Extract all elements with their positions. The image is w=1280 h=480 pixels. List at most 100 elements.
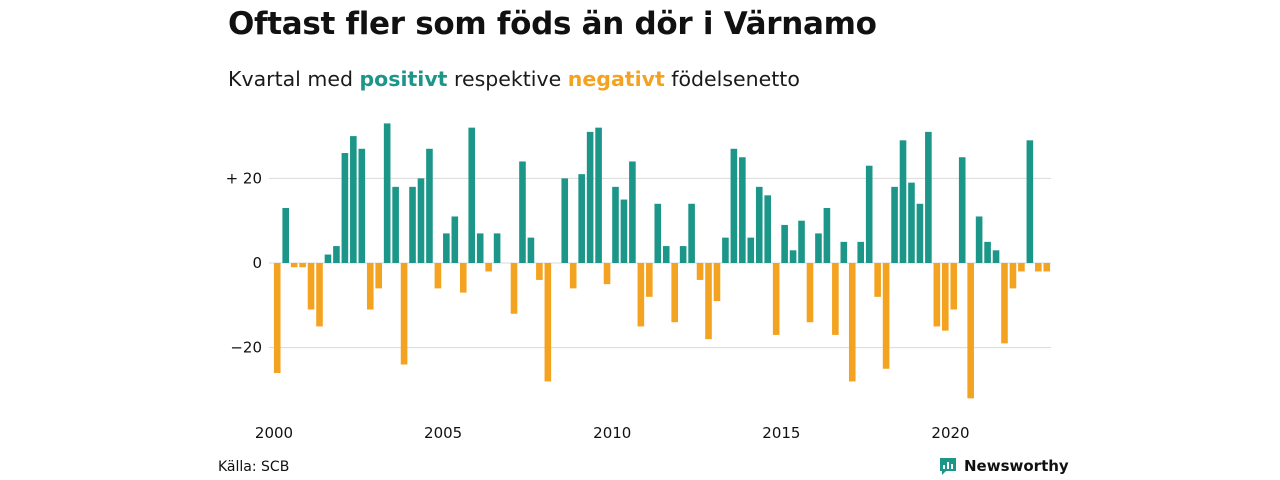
bar-positive [975, 216, 983, 263]
bar-negative [459, 263, 467, 293]
bar-negative [544, 263, 552, 382]
bar-positive [908, 182, 915, 263]
bar-negative [1018, 263, 1025, 272]
bar-positive [519, 161, 526, 263]
bar-positive [789, 250, 797, 263]
bar-negative [510, 263, 518, 314]
x-tick-label: 2015 [762, 424, 800, 442]
bar-positive [925, 131, 932, 263]
x-tick-label: 2005 [424, 424, 462, 442]
bar-negative [273, 263, 281, 373]
bar-positive [865, 165, 873, 263]
bar-positive [891, 186, 898, 263]
y-tick-label: −20 [230, 339, 262, 357]
chart-subtitle: Kvartal med positivt respektive negativt… [228, 67, 800, 91]
bar-positive [282, 208, 289, 263]
bar-positive [324, 254, 332, 263]
bar-positive [984, 241, 991, 263]
bar-negative [874, 263, 881, 297]
labels-layer: + 20 0 −20 2000 2005 2010 2015 2020 [226, 169, 970, 442]
subtitle-prefix: Kvartal med [228, 67, 360, 91]
bar-positive [561, 178, 569, 263]
bar-positive [468, 127, 476, 263]
bar-positive [443, 233, 450, 263]
bar-positive [392, 186, 399, 263]
x-tick-label: 2000 [255, 424, 293, 442]
bar-positive [578, 174, 585, 263]
bar-negative [299, 263, 306, 268]
bar-negative [806, 263, 814, 323]
bar-negative [772, 263, 780, 335]
bar-positive [798, 220, 805, 263]
bar-positive [688, 203, 695, 263]
bar-positive [739, 157, 746, 263]
bar-negative [1009, 263, 1017, 289]
source-note: Källa: SCB [218, 459, 290, 475]
bar-positive [781, 224, 788, 263]
subtitle-suffix: födelsenetto [664, 67, 800, 91]
bar-positive [992, 250, 1000, 263]
bar-negative [882, 263, 890, 369]
bar-positive [527, 237, 535, 263]
bar-positive [476, 233, 484, 263]
bar-positive [333, 246, 340, 263]
bar-negative [671, 263, 678, 323]
bar-negative [832, 263, 839, 335]
x-tick-label: 2010 [593, 424, 631, 442]
bar-positive [823, 208, 831, 263]
bar-negative [967, 263, 974, 399]
bar-positive [595, 127, 602, 263]
bar-negative [569, 263, 577, 289]
bar-positive [840, 241, 848, 263]
bar-negative [942, 263, 949, 331]
bar-negative [290, 263, 298, 268]
bar-positive [612, 186, 619, 263]
bar-positive [722, 237, 729, 263]
bar-negative [705, 263, 712, 340]
bar-positive [764, 195, 772, 263]
bar-negative [696, 263, 704, 280]
bar-positive [358, 148, 366, 263]
bar-positive [1026, 140, 1034, 263]
bar-negative [1001, 263, 1008, 344]
bar-negative [950, 263, 958, 310]
bar-positive [451, 216, 459, 263]
brand-name: Newsworthy [964, 457, 1069, 475]
subtitle-negative-word: negativt [567, 67, 665, 91]
bar-negative [536, 263, 543, 280]
bar-positive [747, 237, 755, 263]
bar-positive [916, 203, 924, 263]
bar-negative [400, 263, 408, 365]
bar-negative [366, 263, 374, 310]
bar-positive [417, 178, 425, 263]
bar-positive [629, 161, 636, 263]
bar-negative [434, 263, 442, 289]
bar-positive [350, 136, 357, 263]
y-tick-label: + 20 [226, 169, 262, 187]
bar-positive [654, 203, 662, 263]
chart-title: Oftast fler som föds än dör i Värnamo [228, 6, 877, 42]
bar-negative [375, 263, 383, 289]
bar-positive [409, 186, 416, 263]
bar-negative [1043, 263, 1051, 272]
bar-positive [899, 140, 907, 263]
bar-positive [755, 186, 763, 263]
subtitle-middle: respektive [447, 67, 568, 91]
bar-negative [848, 263, 856, 382]
bar-positive [662, 246, 670, 263]
bar-positive [815, 233, 822, 263]
bar-negative [603, 263, 611, 285]
bar-positive [620, 199, 628, 263]
bar-positive [958, 157, 966, 263]
bars-layer [273, 123, 1051, 399]
y-tick-label: 0 [252, 254, 262, 272]
brand-logo: Newsworthy [938, 456, 1069, 476]
bar-negative [933, 263, 941, 327]
subtitle-positive-word: positivt [359, 67, 448, 91]
bar-positive [426, 148, 433, 263]
bar-positive [341, 153, 349, 263]
bar-negative [316, 263, 323, 327]
newsworthy-logo-icon [940, 458, 956, 475]
bar-negative [485, 263, 492, 272]
